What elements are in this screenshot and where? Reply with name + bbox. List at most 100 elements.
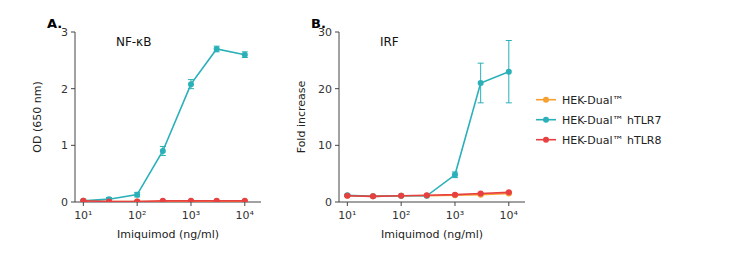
point xyxy=(344,193,350,199)
point xyxy=(424,193,430,199)
point xyxy=(370,193,376,199)
x-tick-label: 10³ xyxy=(446,209,464,222)
y-axis-label: OD (650 nm) xyxy=(31,81,44,152)
x-tick xyxy=(244,202,245,206)
y-axis-line xyxy=(339,32,340,202)
legend-label: HEK-Dual™ hTLR8 xyxy=(562,134,661,147)
y-tick xyxy=(71,32,75,33)
legend-marker xyxy=(543,117,549,123)
point xyxy=(80,198,86,202)
point xyxy=(80,198,86,202)
y-tick-label: 0 xyxy=(61,196,68,209)
x-tick-label: 10² xyxy=(392,209,410,222)
series xyxy=(344,191,511,200)
point xyxy=(242,198,248,202)
x-axis-line xyxy=(339,202,525,203)
x-tick xyxy=(190,202,191,206)
point xyxy=(188,81,194,87)
point xyxy=(452,172,458,178)
point xyxy=(214,46,220,52)
x-tick xyxy=(347,202,348,206)
series-line xyxy=(83,49,244,201)
point xyxy=(424,192,430,198)
x-tick-label: 10³ xyxy=(182,209,200,222)
point xyxy=(478,191,484,197)
legend-label: HEK-Dual™ xyxy=(562,94,624,107)
y-tick xyxy=(335,32,339,33)
panel: 010203010¹10²10³10⁴Imiquimod (ng/ml)Fold… xyxy=(295,16,525,241)
point xyxy=(344,193,350,199)
legend-entry: HEK-Dual™ xyxy=(536,94,624,107)
y-tick xyxy=(335,145,339,146)
point xyxy=(214,198,220,202)
point xyxy=(134,198,140,202)
error-bar xyxy=(506,41,512,103)
error-bar xyxy=(214,46,220,52)
x-tick xyxy=(83,202,84,206)
point xyxy=(424,193,430,199)
legend-entry: HEK-Dual™ hTLR7 xyxy=(536,114,661,127)
plot-area xyxy=(344,41,511,200)
x-tick-label: 10⁴ xyxy=(500,209,519,222)
legend-marker xyxy=(543,97,549,103)
y-tick-label: 1 xyxy=(61,139,68,152)
point xyxy=(134,198,140,202)
point xyxy=(398,193,404,199)
y-tick-label: 2 xyxy=(61,83,68,96)
legend-label: HEK-Dual™ hTLR7 xyxy=(562,114,661,127)
panel-label: A. xyxy=(47,16,62,31)
y-tick xyxy=(71,145,75,146)
error-bar xyxy=(188,80,194,89)
point xyxy=(134,192,140,198)
series xyxy=(80,46,247,202)
y-axis-line xyxy=(75,32,76,202)
title: NF-κB xyxy=(116,35,152,49)
error-bar xyxy=(478,63,484,103)
x-tick-label: 10² xyxy=(128,209,146,222)
point xyxy=(106,198,112,202)
point xyxy=(242,198,248,202)
error-bar xyxy=(134,192,140,197)
y-tick-label: 0 xyxy=(325,196,332,209)
x-tick xyxy=(137,202,138,206)
point xyxy=(160,198,166,202)
legend: HEK-Dual™ HEK-Dual™ hTLR7 HEK-Dual™ hTLR8 xyxy=(536,94,661,147)
panel-label: B. xyxy=(311,16,326,31)
point xyxy=(398,193,404,199)
point xyxy=(452,192,458,198)
panel: 012310¹10²10³10⁴Imiquimod (ng/ml)OD (650… xyxy=(31,16,261,241)
y-tick xyxy=(71,88,75,89)
y-tick xyxy=(71,202,75,203)
legend-entry: HEK-Dual™ hTLR8 xyxy=(536,134,661,147)
series xyxy=(344,189,511,199)
y-tick xyxy=(335,88,339,89)
x-axis-label: Imiquimod (ng/ml) xyxy=(381,228,483,241)
legend-marker xyxy=(543,137,549,143)
y-tick xyxy=(335,202,339,203)
y-tick-label: 10 xyxy=(318,139,332,152)
point xyxy=(370,193,376,199)
point xyxy=(188,198,194,202)
figure: 012310¹10²10³10⁴Imiquimod (ng/ml)OD (650… xyxy=(0,0,750,266)
plot-area xyxy=(80,46,247,202)
error-bar xyxy=(160,146,166,155)
point xyxy=(506,189,512,195)
title: IRF xyxy=(380,35,399,49)
y-axis-label: Fold increase xyxy=(295,80,308,153)
series xyxy=(344,41,511,200)
point xyxy=(478,80,484,86)
point xyxy=(160,198,166,202)
point xyxy=(214,198,220,202)
x-axis-line xyxy=(75,202,261,203)
point xyxy=(398,193,404,199)
point xyxy=(242,52,248,58)
point xyxy=(452,192,458,198)
x-tick-label: 10¹ xyxy=(338,209,356,222)
error-bar xyxy=(242,52,248,58)
point xyxy=(188,198,194,202)
series-line xyxy=(347,72,508,197)
x-tick-label: 10¹ xyxy=(74,209,92,222)
point xyxy=(160,148,166,154)
point xyxy=(344,192,350,198)
point xyxy=(506,69,512,75)
